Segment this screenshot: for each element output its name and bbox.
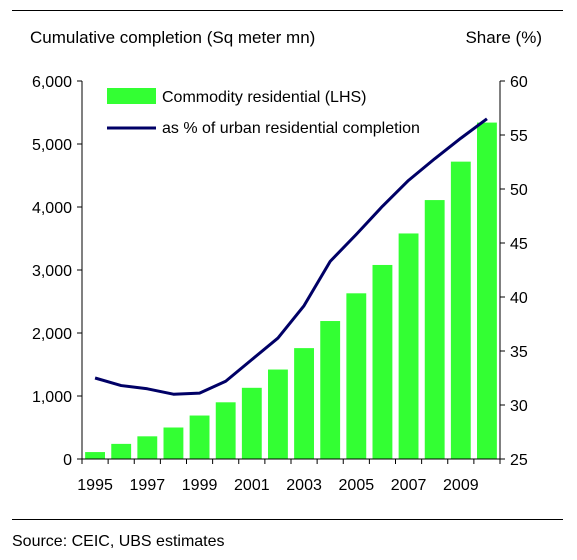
right-tick-label: 25: [510, 452, 528, 469]
bar-2010: [477, 122, 497, 459]
right-tick-label: 35: [510, 344, 528, 361]
x-tick-label: 2007: [391, 477, 427, 494]
x-tick-label: 1995: [77, 477, 113, 494]
x-tick-label: 2005: [339, 477, 375, 494]
bar-1999: [189, 415, 210, 459]
right-tick-label: 45: [510, 236, 528, 253]
left-tick-label: 5,000: [32, 137, 72, 154]
legend-bar-label: Commodity residential (LHS): [162, 89, 367, 106]
left-tick-label: 2,000: [32, 326, 72, 343]
top-rule: [12, 10, 563, 11]
left-tick-label: 0: [63, 452, 72, 469]
share-line: [94, 117, 488, 396]
source-note: Source: CEIC, UBS estimates: [12, 533, 225, 550]
right-tick-label: 40: [510, 290, 528, 307]
x-tick-label: 1997: [130, 477, 166, 494]
x-tick-label: 2009: [443, 477, 479, 494]
bar-2001: [241, 387, 262, 459]
left-axis-title: Cumulative completion (Sq meter mn): [30, 28, 316, 47]
bar-1997: [137, 436, 158, 459]
legend-bar-swatch: [107, 88, 156, 104]
right-tick-label: 30: [510, 398, 528, 415]
bar-2004: [320, 321, 341, 459]
left-tick-label: 4,000: [32, 200, 72, 217]
bar-2009: [450, 161, 471, 459]
bottom-rule: [12, 519, 563, 520]
right-tick-label: 50: [510, 182, 528, 199]
bar-1996: [111, 443, 132, 459]
x-tick-label: 2001: [234, 477, 270, 494]
bar-2006: [372, 264, 393, 459]
x-tick-label: 2003: [286, 477, 322, 494]
left-tick-label: 3,000: [32, 263, 72, 280]
bar-2000: [215, 402, 236, 459]
bar-2005: [346, 293, 367, 459]
bar-2002: [268, 369, 288, 459]
left-tick-label: 1,000: [32, 389, 72, 406]
left-tick-label: 6,000: [32, 74, 72, 91]
right-axis-title: Share (%): [465, 28, 542, 47]
bar-2007: [398, 233, 419, 459]
right-tick-label: 55: [510, 128, 528, 145]
x-tick-label: 1999: [182, 477, 218, 494]
bar-2008: [424, 200, 445, 459]
legend-line-label: as % of urban residential completion: [162, 120, 420, 137]
bar-1998: [163, 427, 184, 459]
right-tick-label: 60: [510, 74, 528, 91]
bar-2003: [294, 348, 314, 459]
bar-1995: [85, 452, 105, 459]
